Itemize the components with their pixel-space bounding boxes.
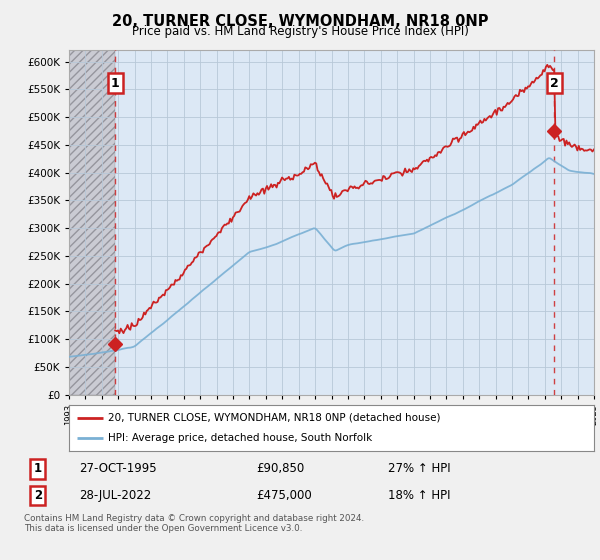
Text: HPI: Average price, detached house, South Norfolk: HPI: Average price, detached house, Sout… bbox=[109, 433, 373, 443]
Text: 1: 1 bbox=[111, 77, 119, 90]
Text: £90,850: £90,850 bbox=[256, 462, 304, 475]
Text: Contains HM Land Registry data © Crown copyright and database right 2024.
This d: Contains HM Land Registry data © Crown c… bbox=[24, 514, 364, 534]
Text: 28-JUL-2022: 28-JUL-2022 bbox=[79, 489, 151, 502]
Text: 1: 1 bbox=[34, 462, 42, 475]
Text: 2: 2 bbox=[34, 489, 42, 502]
Text: 18% ↑ HPI: 18% ↑ HPI bbox=[388, 489, 451, 502]
Text: 20, TURNER CLOSE, WYMONDHAM, NR18 0NP: 20, TURNER CLOSE, WYMONDHAM, NR18 0NP bbox=[112, 14, 488, 29]
Text: 27% ↑ HPI: 27% ↑ HPI bbox=[388, 462, 451, 475]
Text: £475,000: £475,000 bbox=[256, 489, 311, 502]
Text: 27-OCT-1995: 27-OCT-1995 bbox=[79, 462, 157, 475]
Text: 20, TURNER CLOSE, WYMONDHAM, NR18 0NP (detached house): 20, TURNER CLOSE, WYMONDHAM, NR18 0NP (d… bbox=[109, 413, 441, 423]
Text: 2: 2 bbox=[550, 77, 559, 90]
Text: Price paid vs. HM Land Registry's House Price Index (HPI): Price paid vs. HM Land Registry's House … bbox=[131, 25, 469, 38]
